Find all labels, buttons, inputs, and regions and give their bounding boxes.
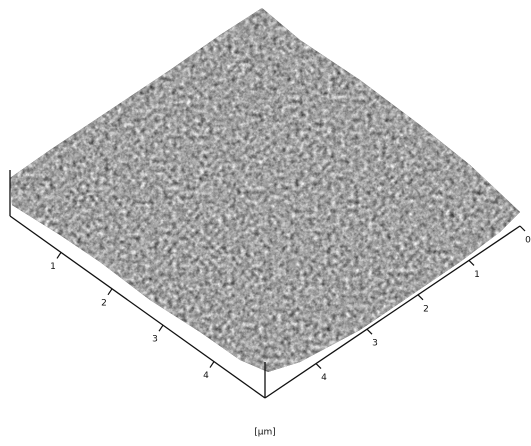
right-axis [264,225,521,399]
left-tick [158,324,164,332]
right-tick [468,259,475,266]
unit-label: [µm] [254,428,276,438]
surface [10,8,520,372]
right-tick-label: 2 [423,304,429,314]
left-tick-label: 4 [203,371,209,381]
left-tick-label: 3 [152,335,158,345]
right-tick [315,363,322,370]
right-tick-label: 4 [321,373,327,383]
left-tick [209,361,215,368]
right-tick [519,225,526,232]
left-tick [107,288,113,296]
right-tick [417,294,424,301]
tick-group: 1 2 3 4 0 1 2 3 4 [50,225,531,383]
left-tick-label: 1 [50,262,56,272]
left-tick [56,252,62,259]
right-tick-label: 0 [525,236,531,246]
right-tick-label: 3 [372,339,378,349]
right-tick-label: 1 [474,270,480,280]
left-axis [9,215,266,399]
left-tick-label: 2 [101,298,107,308]
right-tick [366,328,373,335]
